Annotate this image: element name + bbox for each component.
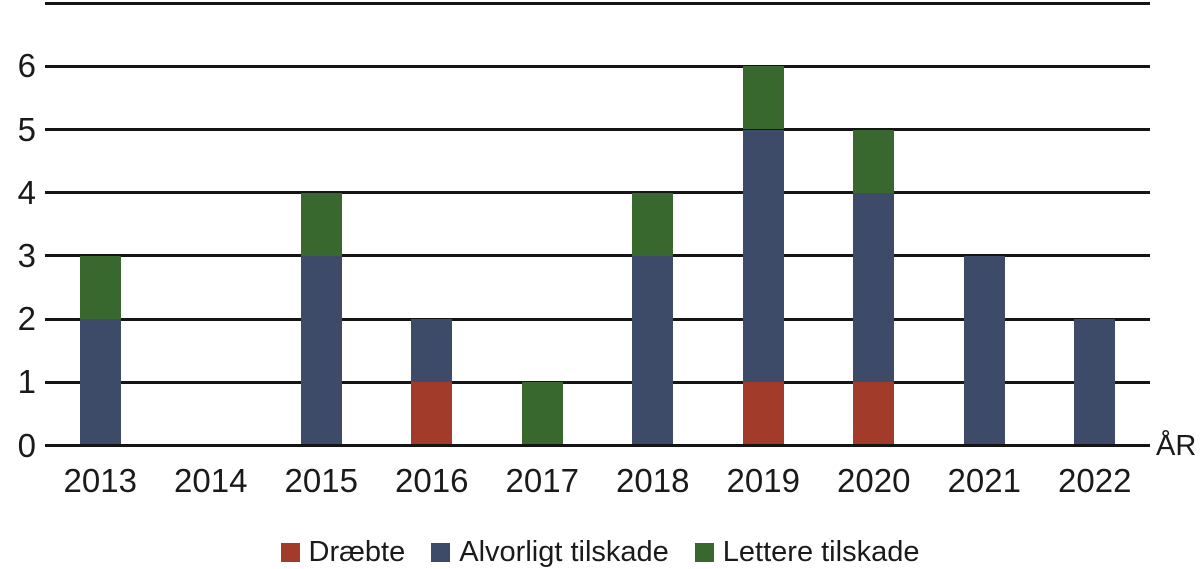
bar-segment-2017-lettere-tilskade bbox=[521, 382, 563, 446]
y-axis-tick-label: 4 bbox=[17, 173, 36, 211]
legend-swatch-alvorligt-tilskade-icon bbox=[431, 542, 451, 562]
y-axis-tick-label: 5 bbox=[17, 110, 36, 148]
x-axis-tick-label: 2022 bbox=[1058, 462, 1132, 499]
x-axis-line bbox=[45, 444, 1150, 447]
x-axis-tick-label: 2018 bbox=[616, 462, 690, 499]
x-axis-tick-label: 2014 bbox=[174, 462, 248, 499]
gridline bbox=[45, 254, 1150, 258]
bar-segment-2015-alvorligt-tilskade bbox=[300, 255, 342, 446]
bar-segment-2015-lettere-tilskade bbox=[300, 192, 342, 256]
gridline bbox=[45, 317, 1150, 321]
bar-segment-2013-lettere-tilskade bbox=[79, 255, 121, 320]
legend-item-lettere-tilskade: Lettere tilskade bbox=[694, 536, 920, 568]
x-axis-tick-label: 2020 bbox=[837, 462, 911, 499]
bar-segment-2018-lettere-tilskade bbox=[632, 192, 674, 256]
bar-segment-2020-alvorligt-tilskade bbox=[853, 192, 895, 383]
x-axis-tick-label: 2016 bbox=[395, 462, 469, 499]
x-axis-tick-label: 2019 bbox=[726, 462, 800, 499]
legend-item-draebte: Dræbte bbox=[280, 536, 406, 568]
x-axis-tick-label: 2015 bbox=[284, 462, 358, 499]
bar-segment-2020-lettere-tilskade bbox=[853, 129, 895, 193]
x-axis-tick-label: 2017 bbox=[505, 462, 579, 499]
bar-segment-2022-alvorligt-tilskade bbox=[1074, 319, 1116, 446]
gridline bbox=[45, 128, 1150, 131]
bar-segment-2019-dr-bte bbox=[742, 382, 784, 446]
bar-segment-2018-alvorligt-tilskade bbox=[632, 255, 674, 446]
y-axis-tick-label: 0 bbox=[17, 426, 36, 464]
legend-label-lettere-tilskade: Lettere tilskade bbox=[722, 536, 920, 568]
legend-item-alvorligt-tilskade: Alvorligt tilskade bbox=[431, 536, 669, 568]
gridline bbox=[45, 1, 1150, 5]
y-axis-tick-label: 3 bbox=[17, 236, 36, 274]
legend-label-alvorligt-tilskade: Alvorligt tilskade bbox=[459, 536, 669, 568]
x-axis-tick-label: 2013 bbox=[63, 462, 137, 499]
gridline bbox=[45, 380, 1150, 384]
chart-legend: Dræbte Alvorligt tilskade Lettere tilska… bbox=[0, 536, 1200, 568]
legend-swatch-draebte-icon bbox=[280, 542, 300, 562]
bar-segment-2019-alvorligt-tilskade bbox=[742, 129, 784, 383]
gridline bbox=[45, 191, 1150, 195]
x-axis-tick-label: 2021 bbox=[947, 462, 1021, 499]
bar-segment-2021-alvorligt-tilskade bbox=[963, 255, 1005, 446]
legend-label-draebte: Dræbte bbox=[308, 536, 406, 568]
bar-segment-2016-alvorligt-tilskade bbox=[411, 319, 453, 383]
bar-segment-2013-alvorligt-tilskade bbox=[79, 319, 121, 446]
y-axis-tick-label: 6 bbox=[17, 47, 36, 85]
gridline bbox=[45, 64, 1150, 68]
y-axis-tick-label: 2 bbox=[17, 300, 36, 338]
y-axis-tick-label: 1 bbox=[17, 363, 36, 401]
bar-segment-2019-lettere-tilskade bbox=[742, 66, 784, 130]
legend-swatch-lettere-tilskade-icon bbox=[694, 542, 714, 562]
x-axis-title: ÅR bbox=[1156, 430, 1197, 462]
bar-segment-2016-dr-bte bbox=[411, 382, 453, 446]
bar-segment-2020-dr-bte bbox=[853, 382, 895, 446]
